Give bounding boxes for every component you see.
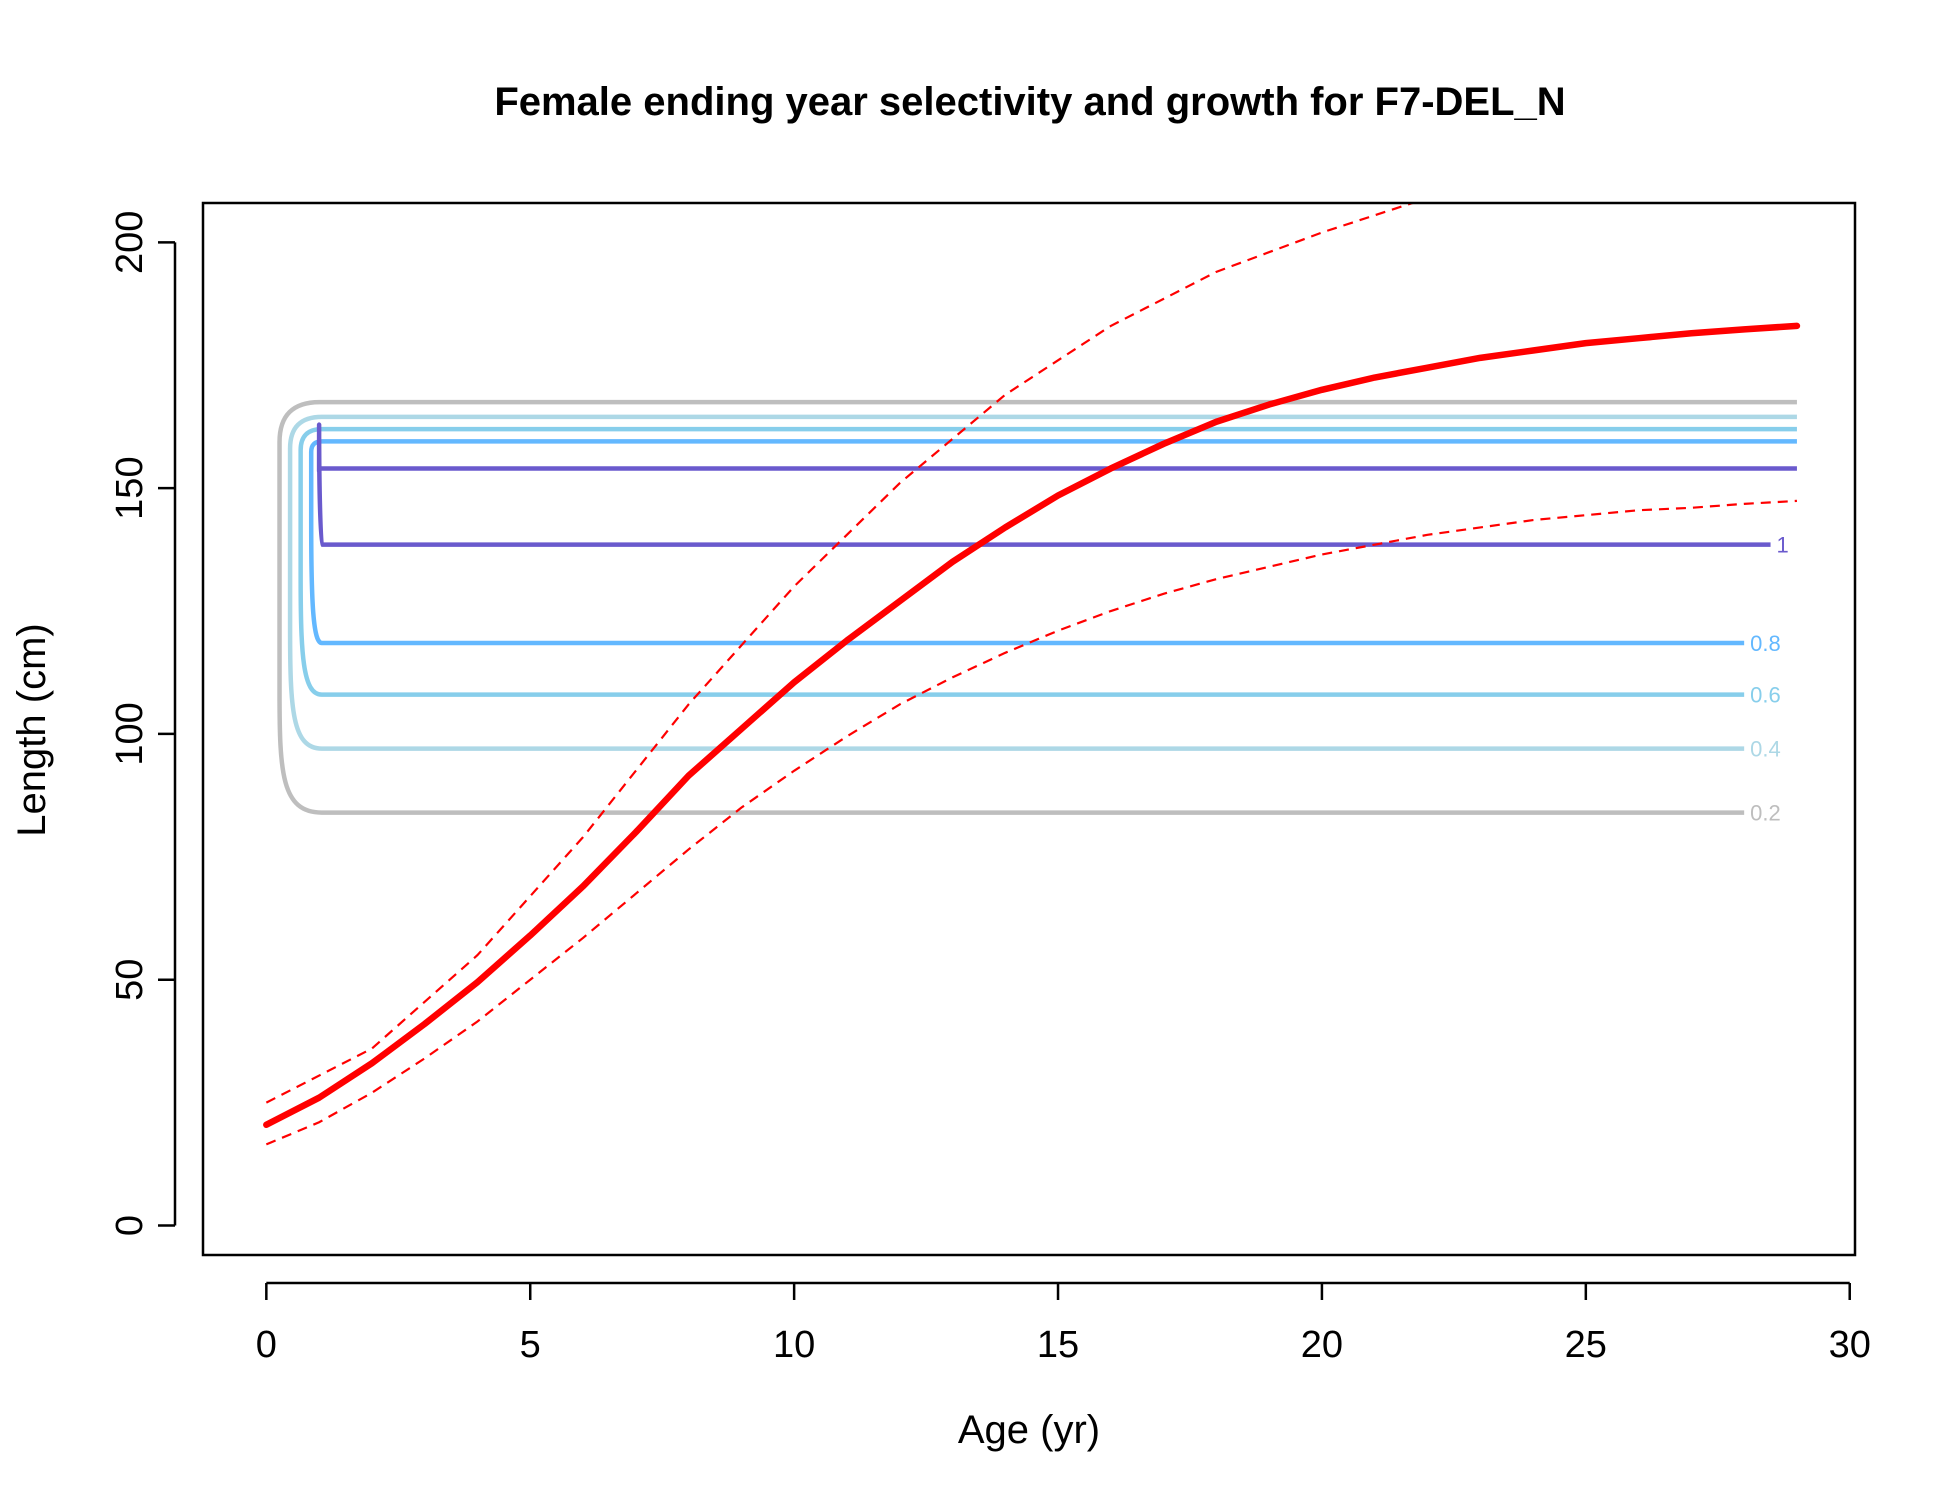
selectivity-contour-0.6 xyxy=(298,426,1797,697)
x-tick-label-25: 25 xyxy=(1565,1324,1607,1366)
plot-area: 0.2 0.4 0.6 0.8 1 xyxy=(263,203,1801,1146)
y-tick-label-100: 100 xyxy=(109,702,151,765)
selectivity-contour-1 xyxy=(316,422,1797,547)
selectivity-contour-0.2 xyxy=(277,399,1797,815)
x-tick-label-15: 15 xyxy=(1037,1324,1079,1366)
contour-label-0.4: 0.4 xyxy=(1750,737,1781,762)
growth-upper-interval xyxy=(265,203,1416,1104)
x-axis-label: Age (yr) xyxy=(958,1408,1100,1452)
y-tick-label-200: 200 xyxy=(109,211,151,274)
contour-label-0.2: 0.2 xyxy=(1750,801,1781,826)
contour-label-0.6: 0.6 xyxy=(1750,683,1781,708)
plot-frame xyxy=(201,201,1857,1257)
y-tick-label-50: 50 xyxy=(109,959,151,1001)
y-axis-label: Length (cm) xyxy=(10,623,54,836)
selectivity-contour-0.4 xyxy=(287,414,1797,751)
x-tick-label-5: 5 xyxy=(520,1324,541,1366)
y-axis: 0 50 100 150 200 xyxy=(109,211,177,1236)
x-tick-label-10: 10 xyxy=(773,1324,815,1366)
contour-label-1: 1 xyxy=(1777,533,1789,558)
x-tick-label-20: 20 xyxy=(1301,1324,1343,1366)
x-tick-label-0: 0 xyxy=(256,1324,277,1366)
growth-lower-interval xyxy=(265,499,1798,1146)
chart-title: Female ending year selectivity and growt… xyxy=(494,80,1565,124)
contour-label-0.8: 0.8 xyxy=(1750,631,1781,656)
y-tick-label-0: 0 xyxy=(109,1215,151,1236)
selectivity-contour-0.8 xyxy=(308,439,1797,646)
y-tick-label-150: 150 xyxy=(109,456,151,519)
growth-mean-line xyxy=(263,322,1801,1128)
x-axis: 0 5 10 15 20 25 30 xyxy=(256,1281,1871,1366)
x-tick-label-30: 30 xyxy=(1829,1324,1871,1366)
